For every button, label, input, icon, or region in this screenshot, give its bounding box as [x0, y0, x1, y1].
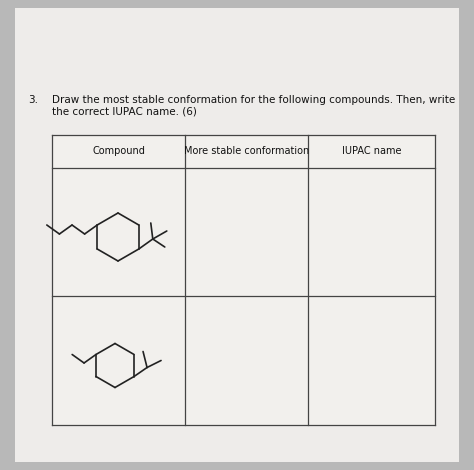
Text: 3.: 3.: [28, 95, 38, 105]
Text: Draw the most stable conformation for the following compounds. Then, write
the c: Draw the most stable conformation for th…: [52, 95, 455, 117]
Text: IUPAC name: IUPAC name: [342, 147, 401, 157]
Text: Compound: Compound: [92, 147, 145, 157]
FancyBboxPatch shape: [52, 135, 435, 425]
FancyBboxPatch shape: [15, 8, 459, 462]
Text: More stable conformation: More stable conformation: [184, 147, 309, 157]
